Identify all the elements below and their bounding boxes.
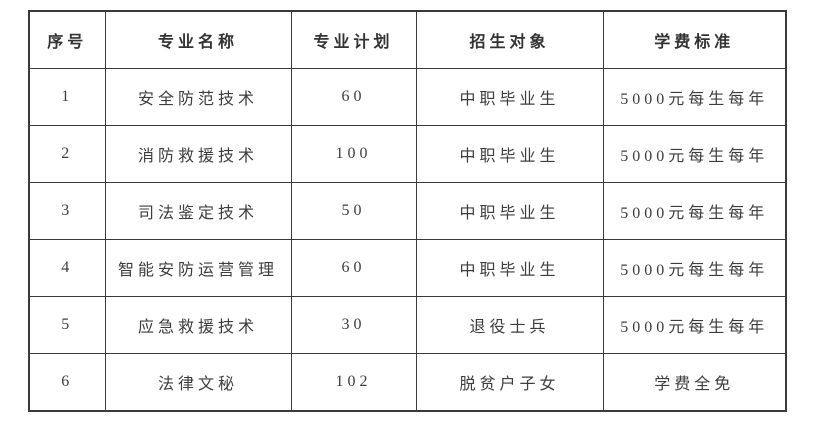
admission-plan-table: 序号 专业名称 专业计划 招生对象 学费标准 1 安全防范技术 60 中职毕业生 500…: [28, 10, 787, 412]
col-header-major-name: 专业名称: [104, 10, 292, 69]
table-cell: 应急救援技术: [104, 296, 292, 354]
table-cell: 5000元每生每年: [602, 239, 787, 297]
table-cell: 5000元每生每年: [602, 125, 787, 183]
col-header-tuition-standard: 学费标准: [602, 10, 787, 69]
table-row: 3 司法鉴定技术 50 中职毕业生 5000元每生每年: [28, 182, 787, 240]
table-cell: 3: [28, 182, 106, 240]
table-cell: 智能安防运营管理: [104, 239, 292, 297]
table-header-row: 序号 专业名称 专业计划 招生对象 学费标准: [28, 10, 787, 69]
table-cell: 学费全免: [602, 353, 787, 412]
col-header-enrollment-target: 招生对象: [415, 10, 604, 69]
table-row: 6 法律文秘 102 脱贫户子女 学费全免: [28, 353, 787, 412]
table-cell: 中职毕业生: [415, 239, 604, 297]
table-cell: 5: [28, 296, 106, 354]
col-header-serial-number: 序号: [28, 10, 106, 69]
table-cell: 5000元每生每年: [602, 182, 787, 240]
table-row: 1 安全防范技术 60 中职毕业生 5000元每生每年: [28, 68, 787, 126]
table-cell: 4: [28, 239, 106, 297]
table-cell: 2: [28, 125, 106, 183]
table-cell: 退役士兵: [415, 296, 604, 354]
table-cell: 消防救援技术: [104, 125, 292, 183]
table-cell: 中职毕业生: [415, 68, 604, 126]
table-cell: 司法鉴定技术: [104, 182, 292, 240]
table-cell: 60: [290, 68, 417, 126]
table-cell: 100: [290, 125, 417, 183]
table-cell: 6: [28, 353, 106, 412]
table-cell: 102: [290, 353, 417, 412]
table-row: 5 应急救援技术 30 退役士兵 5000元每生每年: [28, 296, 787, 354]
table-row: 2 消防救援技术 100 中职毕业生 5000元每生每年: [28, 125, 787, 183]
table-cell: 法律文秘: [104, 353, 292, 412]
table-cell: 1: [28, 68, 106, 126]
table-cell: 60: [290, 239, 417, 297]
col-header-major-plan: 专业计划: [290, 10, 417, 69]
table-cell: 5000元每生每年: [602, 296, 787, 354]
table-cell: 安全防范技术: [104, 68, 292, 126]
table-row: 4 智能安防运营管理 60 中职毕业生 5000元每生每年: [28, 239, 787, 297]
table-cell: 50: [290, 182, 417, 240]
table-cell: 脱贫户子女: [415, 353, 604, 412]
table-cell: 中职毕业生: [415, 125, 604, 183]
table-cell: 5000元每生每年: [602, 68, 787, 126]
table-cell: 中职毕业生: [415, 182, 604, 240]
table-body: 1 安全防范技术 60 中职毕业生 5000元每生每年 2 消防救援技术 100 中职毕业生 50…: [28, 68, 787, 412]
table-cell: 30: [290, 296, 417, 354]
